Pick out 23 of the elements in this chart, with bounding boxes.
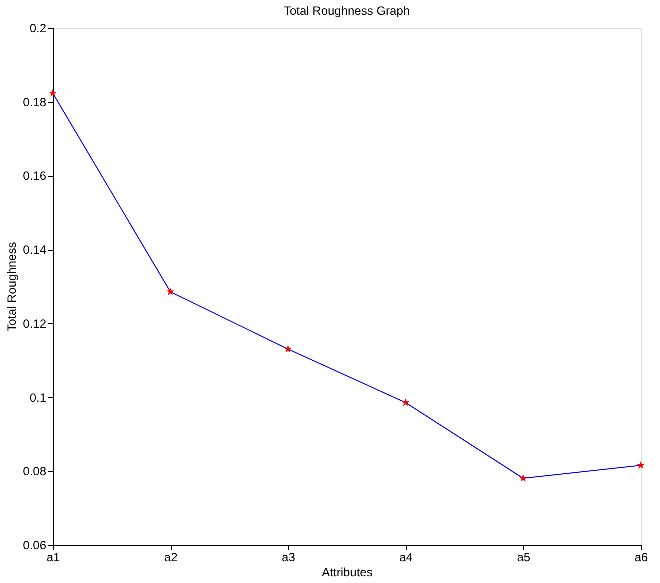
- y-tick-label: 0.12: [23, 316, 47, 331]
- chart-title: Total Roughness Graph: [284, 4, 410, 18]
- y-tick-label: 0.1: [30, 390, 47, 405]
- x-tick-label: a4: [400, 550, 414, 564]
- point: [49, 89, 57, 97]
- x-tick-label: a3: [282, 550, 296, 564]
- point: [402, 398, 410, 406]
- x-tick-label: a2: [164, 550, 178, 564]
- y-tick-label: 0.2: [30, 22, 47, 36]
- point: [166, 288, 175, 296]
- y-tick-label: 0.18: [23, 95, 47, 110]
- y-tick-label: 0.08: [23, 464, 47, 479]
- x-tick-label: a6: [634, 550, 648, 564]
- y-axis-title: Total Roughness: [5, 242, 20, 332]
- point: [284, 345, 292, 353]
- y-tick-label: 0.06: [23, 538, 47, 552]
- y-tick-label: 0.14: [23, 243, 47, 258]
- point: [519, 474, 528, 482]
- x-tick-label: a1: [46, 550, 60, 564]
- point: [637, 461, 645, 469]
- x-axis-title: Attributes: [322, 566, 373, 580]
- y-tick-label: 0.16: [23, 169, 47, 184]
- x-tick-label: a5: [517, 550, 531, 564]
